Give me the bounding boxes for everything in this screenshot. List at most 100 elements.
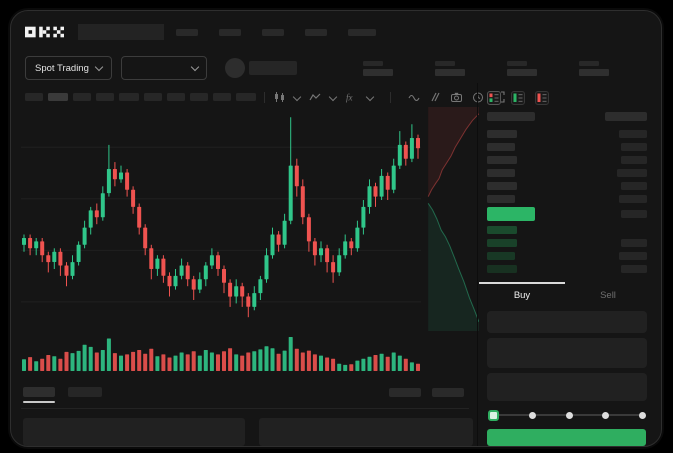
chart-toolbar: fx: [25, 90, 505, 104]
chevron-down-icon: [190, 62, 200, 72]
order-form: [487, 311, 647, 406]
order-panel: Buy Sell: [479, 81, 661, 446]
market-type-label: Spot Trading: [35, 62, 89, 74]
timeframe-button[interactable]: [190, 93, 208, 101]
amount-field[interactable]: [487, 338, 647, 368]
timeframe-button[interactable]: [73, 93, 91, 101]
slider-stop[interactable]: [602, 411, 610, 419]
stat-value-placeholder: [434, 68, 465, 76]
market-type-selector[interactable]: Spot Trading: [25, 56, 112, 80]
bid-price-placeholder: [487, 238, 517, 247]
chart-tool-icons: fx: [273, 91, 505, 103]
slider-stops: [488, 409, 646, 421]
ask-row[interactable]: [487, 140, 647, 153]
ticker-stat: [578, 60, 609, 76]
okx-logo: [25, 26, 64, 38]
stat-label-placeholder: [506, 60, 527, 66]
ask-amount-placeholder: [621, 155, 647, 164]
slider-stop[interactable]: [565, 411, 573, 419]
total-field[interactable]: [487, 373, 647, 401]
nav-item[interactable]: [219, 28, 241, 36]
chevron-down-icon[interactable]: [365, 92, 375, 101]
ask-price-placeholder: [487, 181, 517, 190]
order-book: [487, 112, 647, 275]
bid-row[interactable]: [487, 223, 647, 236]
timeframe-button[interactable]: [144, 93, 162, 101]
ask-row[interactable]: [487, 166, 647, 179]
timeframe-button[interactable]: [236, 93, 256, 101]
ask-price-placeholder: [487, 142, 515, 151]
stat-value-placeholder: [362, 68, 393, 76]
ask-price-placeholder: [487, 155, 517, 164]
top-nav: [25, 23, 376, 41]
last-price-highlight: [487, 207, 535, 221]
bid-price-placeholder: [487, 225, 517, 234]
tab-buy[interactable]: Buy: [479, 282, 565, 306]
bid-row[interactable]: [487, 249, 647, 262]
ma-indicator-icon[interactable]: [309, 91, 321, 103]
amount-column-label-placeholder: [605, 112, 647, 121]
volume-chart[interactable]: [21, 335, 421, 373]
depth-chart[interactable]: [425, 107, 479, 331]
nav-item[interactable]: [305, 28, 327, 36]
compare-icon[interactable]: [429, 91, 441, 103]
ticker-stat: [506, 60, 537, 76]
stat-label-placeholder: [434, 60, 455, 66]
bid-row[interactable]: [487, 236, 647, 249]
book-bids-icon[interactable]: [511, 91, 525, 105]
bid-price-placeholder: [487, 264, 517, 273]
timeframe-button[interactable]: [213, 93, 231, 101]
chevron-down-icon[interactable]: [328, 92, 338, 101]
timeframe-button[interactable]: [119, 93, 139, 101]
nav-item[interactable]: [262, 28, 284, 36]
stat-value-placeholder: [578, 68, 609, 76]
coin-icon: [224, 58, 245, 78]
tab-sell[interactable]: Sell: [600, 289, 616, 301]
ask-amount-placeholder: [621, 142, 647, 151]
buy-submit-button[interactable]: [487, 429, 646, 446]
clock-icon[interactable]: [472, 91, 484, 103]
slider-handle[interactable]: [488, 409, 499, 421]
timeframe-buttons: [25, 93, 256, 101]
bid-row[interactable]: [487, 262, 647, 275]
amount-slider[interactable]: [488, 409, 646, 421]
camera-icon[interactable]: [450, 91, 463, 103]
buy-sell-tabs: Buy Sell: [479, 282, 651, 306]
book-combined-icon[interactable]: [487, 91, 501, 105]
slider-stop[interactable]: [528, 411, 536, 419]
order-book-header: [487, 112, 647, 121]
bottom-action-button[interactable]: [432, 388, 464, 397]
timeframe-button[interactable]: [96, 93, 114, 101]
panel-divider: [477, 83, 478, 446]
active-tab-indicator: [23, 401, 55, 403]
timeframe-button[interactable]: [167, 93, 185, 101]
timeframe-button[interactable]: [48, 93, 68, 101]
ask-row[interactable]: [487, 179, 647, 192]
price-field[interactable]: [487, 311, 647, 333]
book-asks-icon[interactable]: [535, 91, 549, 105]
timeframe-button[interactable]: [25, 93, 43, 101]
bottom-tab[interactable]: [68, 387, 102, 397]
bottom-action-button[interactable]: [389, 388, 421, 397]
pair-name-placeholder: [248, 61, 297, 75]
header-search-placeholder[interactable]: [78, 24, 164, 40]
chevron-down-icon[interactable]: [292, 92, 302, 101]
fx-indicators-icon[interactable]: fx: [345, 91, 358, 103]
trading-pair-selector[interactable]: [120, 56, 207, 80]
candlestick-chart[interactable]: [21, 107, 421, 331]
nav-item[interactable]: [348, 28, 376, 36]
ask-amount-placeholder: [621, 181, 647, 190]
bottom-action-buttons: [389, 388, 464, 397]
ask-row[interactable]: [487, 127, 647, 140]
nav-item[interactable]: [176, 28, 198, 36]
ask-row[interactable]: [487, 153, 647, 166]
bid-amount-placeholder: [619, 251, 647, 260]
last-price-row[interactable]: [487, 205, 647, 223]
bottom-divider: [21, 408, 469, 409]
ask-row[interactable]: [487, 192, 647, 205]
bottom-tab[interactable]: [23, 387, 55, 397]
slider-stop[interactable]: [639, 411, 646, 419]
wave-icon[interactable]: [408, 91, 420, 103]
bid-amount-placeholder: [621, 238, 647, 247]
candle-type-icon[interactable]: [273, 91, 285, 103]
